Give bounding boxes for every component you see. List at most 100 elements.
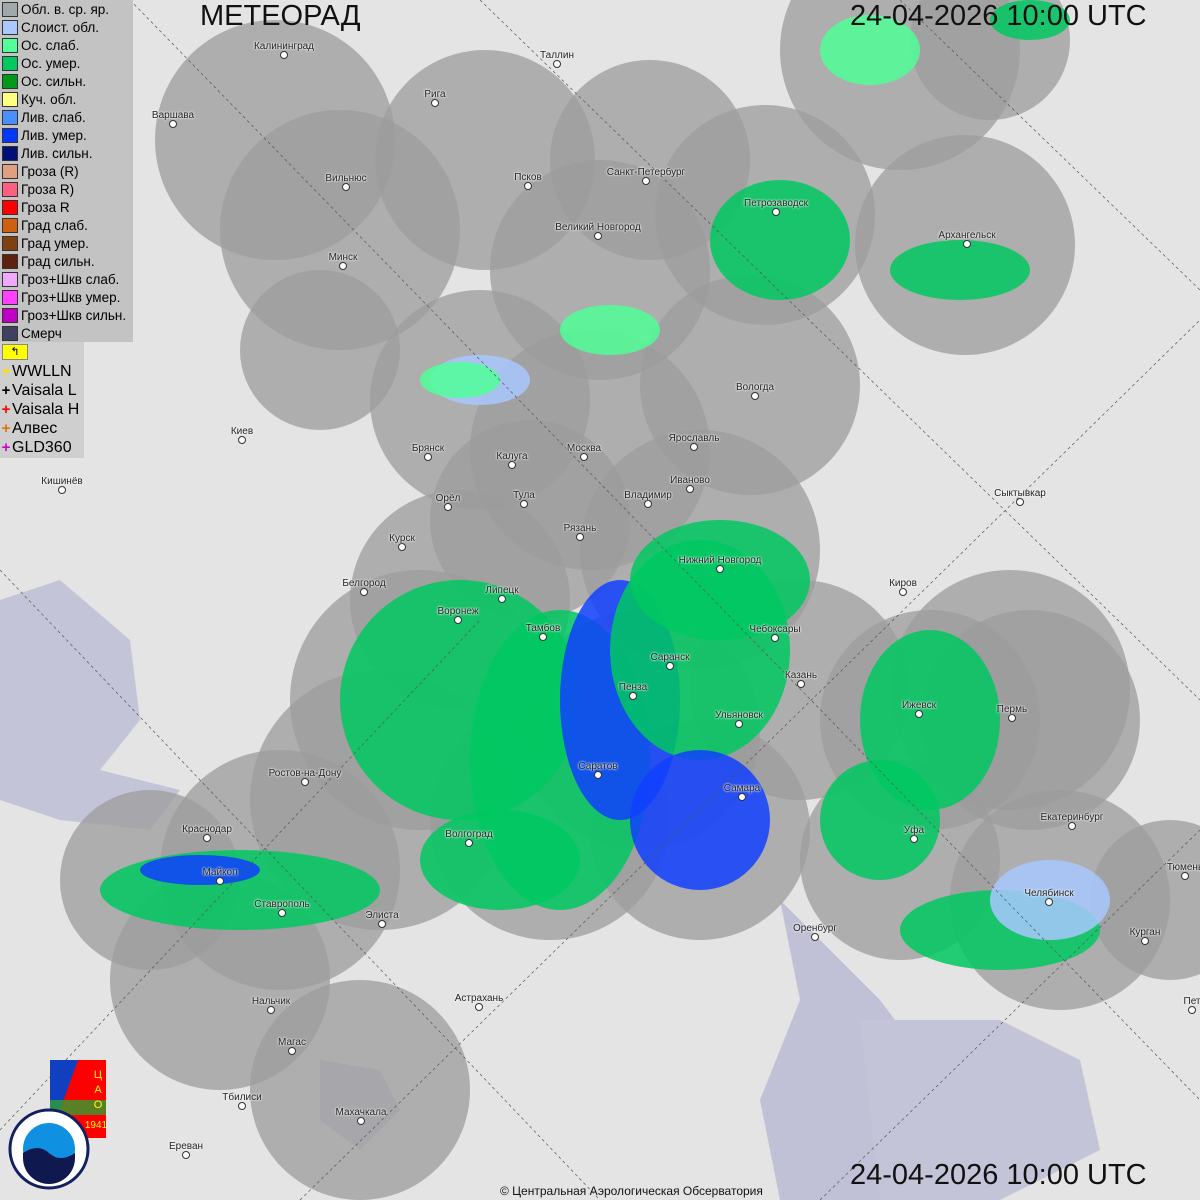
- city-marker-icon: [58, 486, 66, 494]
- precipitation-echo: [990, 0, 1070, 40]
- city-label: Челябинск: [1024, 888, 1074, 899]
- city-marker-icon: [910, 835, 918, 843]
- legend-swatch: [2, 91, 18, 107]
- city-marker-icon: [431, 99, 439, 107]
- lightning-item: + WWLLN: [0, 362, 84, 381]
- city-label: Орёл: [435, 493, 461, 504]
- city-label: Уфа: [903, 825, 925, 836]
- legend-label: Обл. в. ср. яр.: [21, 1, 110, 17]
- lightning-cross-icon: +: [1, 420, 11, 437]
- legend-item: Ос. слаб.: [0, 36, 133, 54]
- legend-label: Гроза R): [21, 181, 75, 197]
- legend-item: Смерч: [0, 324, 133, 342]
- lightning-label: GLD360: [12, 438, 72, 456]
- city-marker-icon: [1141, 937, 1149, 945]
- city-marker-icon: [342, 183, 350, 191]
- precipitation-echo: [420, 810, 580, 910]
- legend-label: Гроза R: [21, 199, 70, 215]
- legend-label: Град сильн.: [21, 253, 95, 269]
- city-label: Кишинёв: [41, 476, 83, 487]
- city-marker-icon: [738, 793, 746, 801]
- city-marker-icon: [1045, 898, 1053, 906]
- city-marker-icon: [238, 436, 246, 444]
- radar-coverage-circle: [240, 270, 400, 430]
- legend-item: Гроза R): [0, 180, 133, 198]
- legend-swatch: [2, 217, 18, 233]
- city-label: Вильнюс: [325, 173, 367, 184]
- city-marker-icon: [771, 634, 779, 642]
- city-label: Самара: [723, 783, 761, 794]
- city-label: Воронеж: [437, 606, 479, 617]
- radar-coverage-circle: [1090, 820, 1200, 980]
- city-label: Калуга: [496, 451, 528, 462]
- city-marker-icon: [288, 1047, 296, 1055]
- city-marker-icon: [169, 120, 177, 128]
- city-marker-icon: [735, 720, 743, 728]
- legend-item: Град слаб.: [0, 216, 133, 234]
- city-label: Оренбург: [792, 923, 838, 934]
- city-label: Белгород: [342, 578, 386, 589]
- city-label: Тбилиси: [222, 1092, 262, 1103]
- lightning-cross-icon: +: [1, 382, 11, 399]
- timestamp-bottom: 24-04-2026 10:00 UTC: [850, 1159, 1147, 1191]
- city-label: Великий Новгород: [555, 222, 641, 233]
- legend-label: Лив. сильн.: [21, 145, 93, 161]
- legend-item: Град сильн.: [0, 252, 133, 270]
- timestamp-top: 24-04-2026 10:00 UTC: [850, 0, 1147, 32]
- city-label: Киев: [230, 426, 254, 437]
- legend-label: Ос. умер.: [21, 55, 81, 71]
- legend-item: Град умер.: [0, 234, 133, 252]
- city-label: Ульяновск: [715, 710, 763, 721]
- city-label: Майкоп: [202, 867, 238, 878]
- city-label: Сыктывкар: [994, 488, 1046, 499]
- city-marker-icon: [1068, 822, 1076, 830]
- city-label: Тамбов: [525, 623, 561, 634]
- city-label: Тюмень: [1166, 862, 1200, 873]
- city-label: Рига: [424, 89, 446, 100]
- city-label: Краснодар: [182, 824, 232, 835]
- city-marker-icon: [339, 262, 347, 270]
- city-marker-icon: [811, 933, 819, 941]
- legend-swatch: [2, 109, 18, 125]
- city-marker-icon: [772, 208, 780, 216]
- lightning-label: Алвес: [12, 419, 58, 437]
- city-marker-icon: [686, 485, 694, 493]
- city-label: Варшава: [151, 110, 195, 121]
- city-marker-icon: [524, 182, 532, 190]
- city-marker-icon: [1016, 498, 1024, 506]
- city-marker-icon: [797, 680, 805, 688]
- city-marker-icon: [280, 51, 288, 59]
- roshydromet-logo: [8, 1108, 90, 1190]
- city-label: Таллин: [540, 50, 574, 61]
- precipitation-echoes: [100, 0, 1110, 970]
- city-label: Саранск: [650, 652, 690, 663]
- legend-swatch: [2, 271, 18, 287]
- lightning-item: + Алвес: [0, 419, 84, 438]
- svg-text:Ц: Ц: [94, 1069, 102, 1081]
- city-label: Ставрополь: [254, 899, 310, 910]
- city-marker-icon: [520, 500, 528, 508]
- city-marker-icon: [424, 453, 432, 461]
- city-label: Казань: [784, 670, 818, 681]
- city-label: Элиста: [365, 910, 399, 921]
- legend-label: Ос. слаб.: [21, 37, 80, 53]
- legend-item: Обл. в. ср. яр.: [0, 0, 133, 18]
- city-marker-icon: [216, 877, 224, 885]
- legend-label: Гроз+Шкв слаб.: [21, 271, 120, 287]
- city-marker-icon: [629, 692, 637, 700]
- legend-label: Град слаб.: [21, 217, 88, 233]
- city-marker-icon: [301, 778, 309, 786]
- city-label: Липецк: [485, 585, 519, 596]
- city-label: Курск: [389, 533, 415, 544]
- city-marker-icon: [444, 503, 452, 511]
- city-label: Минск: [328, 252, 358, 263]
- city-marker-icon: [203, 834, 211, 842]
- lightning-toggle-flag-icon[interactable]: ↰: [2, 344, 28, 360]
- app-title: МЕТЕОРАД: [200, 0, 361, 32]
- city-marker-icon: [580, 453, 588, 461]
- legend-item: Лив. сильн.: [0, 144, 133, 162]
- radar-coverage-circle: [430, 420, 630, 620]
- legend-item: Гроза R: [0, 198, 133, 216]
